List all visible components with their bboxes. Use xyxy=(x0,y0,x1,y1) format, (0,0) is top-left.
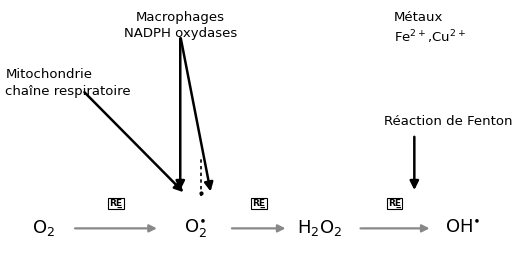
Text: O$_2^{\bullet}$: O$_2^{\bullet}$ xyxy=(184,217,207,239)
Text: OH$^{\bullet}$: OH$^{\bullet}$ xyxy=(445,219,481,237)
Text: Réaction de Fenton: Réaction de Fenton xyxy=(384,115,512,128)
Text: H$_2$O$_2$: H$_2$O$_2$ xyxy=(296,218,342,238)
Text: RE̲: RE̲ xyxy=(388,199,401,208)
Text: Métaux
Fe$^{2+}$,Cu$^{2+}$: Métaux Fe$^{2+}$,Cu$^{2+}$ xyxy=(394,11,466,46)
Text: RE̲: RE̲ xyxy=(253,199,266,208)
Text: Macrophages
NADPH oxydases: Macrophages NADPH oxydases xyxy=(124,11,237,40)
Text: O$_2$: O$_2$ xyxy=(32,218,56,238)
Text: Mitochondrie
chaîne respiratoire: Mitochondrie chaîne respiratoire xyxy=(5,68,131,98)
Text: RE̲: RE̲ xyxy=(109,199,122,208)
